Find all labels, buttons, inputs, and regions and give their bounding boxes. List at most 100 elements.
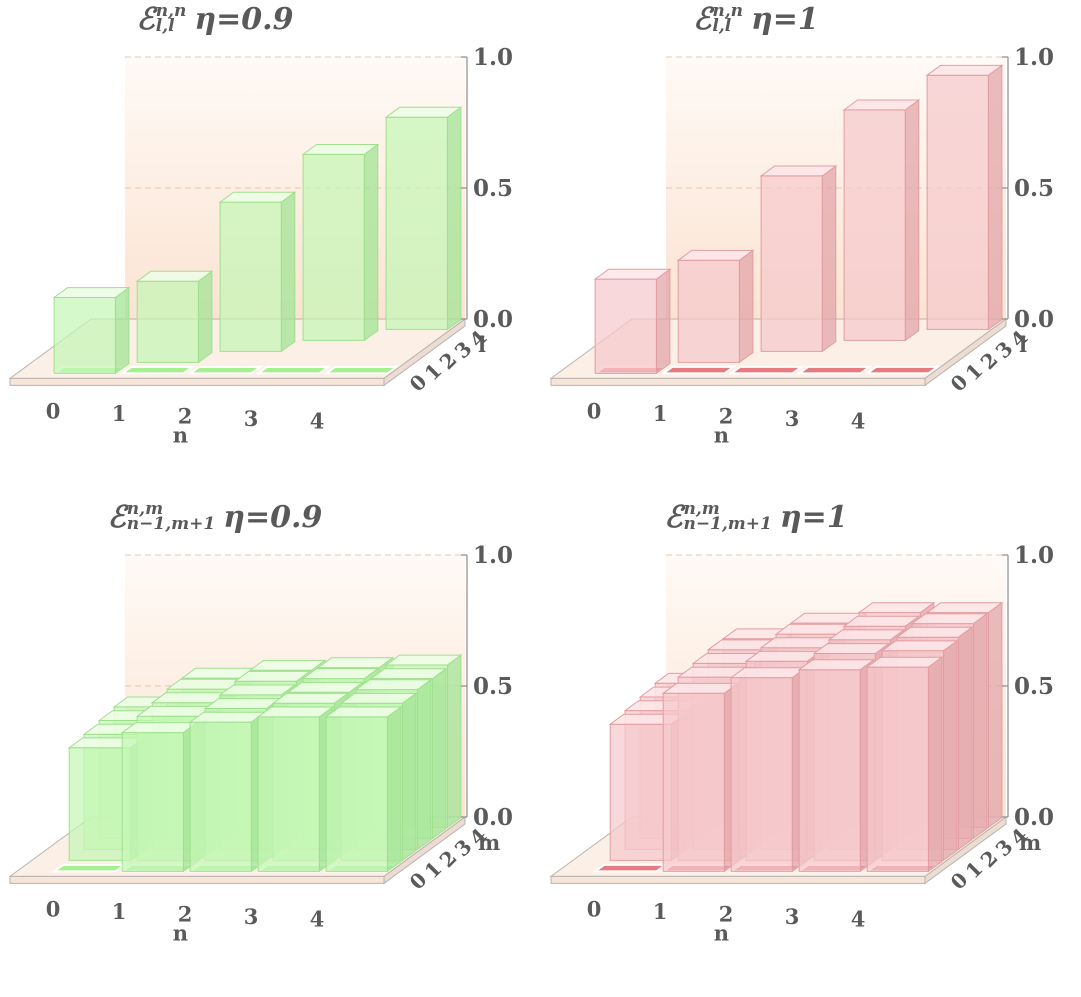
bar-top-face [248, 659, 327, 671]
bar-side-face [655, 268, 671, 375]
title-symbol: ℰ [693, 2, 712, 37]
bar-top-face [880, 640, 959, 652]
bar-top-face [135, 270, 214, 282]
bar [925, 64, 1004, 331]
x-tick-label: 1 [112, 899, 127, 924]
title-symbol: ℰ [107, 500, 126, 535]
z-tick-label: 0.0 [1014, 306, 1054, 333]
bar-top-face [857, 602, 936, 614]
floor-edge-right [383, 318, 466, 387]
bar-front-face [926, 74, 989, 330]
x-tick-label: 1 [653, 899, 668, 924]
bar-front-face [257, 716, 320, 872]
x-tick-label: 2 [719, 902, 734, 927]
z-tick-label: 0.5 [473, 175, 513, 202]
title-indices: n,n l,l [155, 2, 187, 36]
bar-side-face [446, 654, 462, 829]
z-tick-label: 0.5 [1014, 175, 1054, 202]
x-tick-label: 1 [112, 401, 127, 426]
z-tick-label: 1.0 [473, 542, 513, 569]
bar-front-face [594, 278, 657, 374]
z-tick-label: 0.0 [1014, 804, 1054, 831]
bar-front-face [68, 747, 131, 861]
z-tick-label: 1.0 [1014, 44, 1054, 71]
bar [797, 658, 876, 873]
x-tick-label: 2 [178, 902, 193, 927]
floor-tile [660, 365, 737, 375]
title-subscript: l,l [155, 16, 175, 36]
bar-front-face [677, 259, 740, 363]
bar-side-face [416, 678, 432, 851]
title-symbol: ℰ [664, 500, 683, 535]
x-tick-label: 1 [653, 401, 668, 426]
bar-top-face [827, 629, 906, 641]
x-tick-label: 4 [851, 409, 866, 434]
bar [842, 99, 921, 342]
bar-top-face [339, 692, 418, 704]
x-axis-label: n [714, 921, 729, 946]
title-indices: n,m n−1,m+1 [683, 498, 772, 534]
y-axis-label: m [478, 830, 500, 855]
title-eta: η=1 [779, 500, 848, 535]
bar-side-face [904, 99, 920, 342]
floor-edge-front [9, 875, 385, 884]
bar-side-face [446, 106, 462, 331]
bar-side-face [987, 601, 1003, 829]
bar-front-face [121, 732, 184, 872]
floor-tile [864, 365, 941, 375]
bar-side-face [363, 143, 379, 342]
bar-top-face [188, 711, 267, 723]
bar [324, 706, 403, 873]
bar [729, 666, 808, 873]
bar [120, 721, 199, 873]
bar-top-face [744, 650, 823, 662]
bar-top-face [661, 682, 740, 694]
bar-front-face [866, 666, 929, 872]
bar-top-face [812, 643, 891, 654]
z-tick-label: 1.0 [473, 44, 513, 71]
bar [384, 106, 463, 331]
bar [593, 268, 672, 375]
x-tick-label: 3 [785, 406, 800, 431]
bar-top-face [925, 64, 1004, 76]
bar-front-face [609, 723, 672, 861]
bar-top-face [910, 613, 989, 625]
bar-top-face [301, 144, 380, 155]
bar-top-face [120, 722, 199, 734]
bar-top-face [729, 667, 808, 679]
bar-front-face [843, 109, 906, 341]
floor-tile [187, 365, 264, 375]
z-tick-label: 0.5 [1014, 673, 1054, 700]
bar-top-face [842, 615, 921, 627]
x-tick-label: 0 [587, 897, 602, 922]
bar-top-face [218, 684, 297, 696]
bar-top-face [676, 249, 755, 261]
bar-top-face [256, 706, 335, 718]
bar-top-face [301, 668, 380, 680]
bar [301, 143, 380, 342]
bar [676, 249, 755, 364]
bar-front-face [219, 201, 282, 352]
bar-side-face [942, 639, 958, 862]
bar-top-face [203, 698, 282, 709]
bar-top-face [925, 602, 1004, 614]
title-subscript: n−1,m+1 [126, 514, 216, 534]
floor-edge-right [924, 816, 1007, 885]
bar-top-face [286, 681, 365, 693]
y-axis-label: l [1019, 332, 1027, 357]
bar-top-face [759, 165, 838, 177]
title-superscript: n,m [683, 498, 720, 519]
floor-tile [51, 863, 128, 873]
bar-front-face [325, 716, 388, 872]
floor-tile [119, 365, 196, 375]
z-tick-label: 0.0 [473, 306, 513, 333]
title-subscript: n−1,m+1 [683, 514, 772, 534]
bar-top-face [384, 654, 463, 666]
bar [188, 711, 267, 873]
bar-top-face [324, 706, 403, 718]
